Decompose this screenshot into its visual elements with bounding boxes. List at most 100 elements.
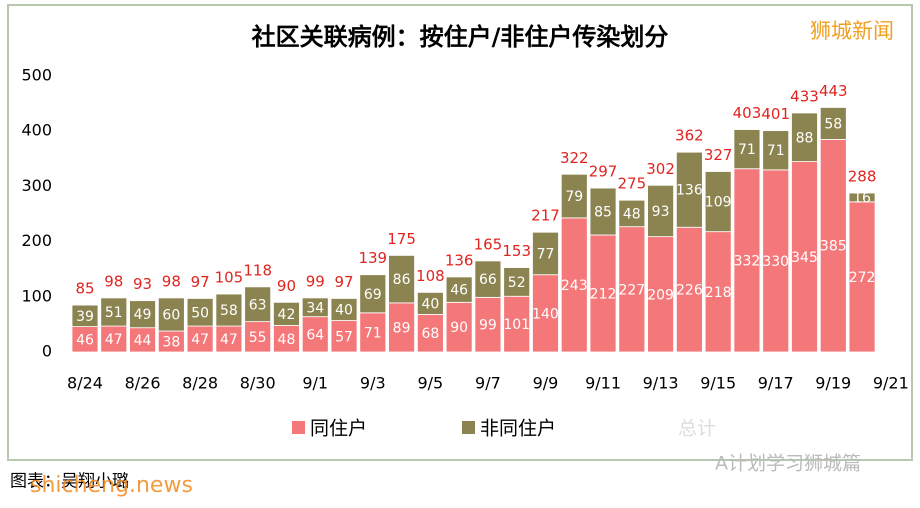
value-label: 93 [652, 204, 670, 220]
bar-segment [129, 327, 156, 353]
value-label: 226 [676, 283, 703, 299]
bar-segment [388, 302, 415, 353]
bar-segment [186, 298, 214, 327]
value-label: 272 [849, 270, 876, 286]
bar-segment [503, 267, 531, 297]
x-tick-label: 9/5 [417, 374, 443, 393]
value-label: 47 [105, 332, 123, 348]
value-label: 99 [479, 318, 497, 334]
total-label: 98 [104, 272, 123, 290]
value-label: 136 [676, 183, 703, 199]
x-tick-label: 9/7 [475, 374, 501, 393]
value-label: 47 [220, 332, 238, 348]
bar-segment [416, 314, 444, 353]
value-label: 86 [393, 272, 411, 288]
total-label: 362 [675, 127, 704, 145]
bar-segment [733, 129, 761, 170]
value-label: 50 [191, 305, 209, 321]
bar-segment [503, 295, 531, 353]
bar-segment [388, 254, 415, 304]
x-tick-label: 8/30 [240, 374, 276, 393]
bar-segment [618, 226, 646, 353]
value-label: 332 [734, 253, 761, 269]
total-label: 153 [502, 242, 531, 260]
bar-segment [100, 325, 128, 353]
watermark: A计划学习狮城篇 [715, 453, 861, 475]
bar-segment [301, 297, 329, 318]
total-label: 85 [75, 280, 94, 298]
value-label: 40 [335, 302, 353, 318]
value-label: 71 [767, 143, 785, 159]
bar-segment [848, 201, 876, 353]
bar-segment [244, 286, 272, 323]
bar-segment [273, 325, 300, 353]
bar-segment [733, 168, 761, 353]
bar-segment [474, 260, 502, 298]
legend-swatch [462, 421, 475, 434]
bar-segment [301, 316, 329, 353]
total-label: 403 [733, 104, 762, 122]
value-label: 209 [647, 287, 674, 303]
value-label: 85 [594, 205, 612, 221]
total-label: 90 [277, 277, 296, 295]
value-label: 39 [76, 309, 94, 325]
value-label: 101 [503, 317, 530, 333]
chart-title: 社区关联病例：按住户/非住户传染划分 [252, 23, 669, 51]
y-tick-label: 400 [21, 121, 52, 140]
value-label: 227 [618, 282, 645, 298]
total-label: 288 [848, 168, 877, 186]
value-label: 385 [820, 239, 847, 255]
watermark: shicheng.news [30, 473, 193, 498]
total-label: 105 [215, 269, 244, 287]
bar-segment [762, 169, 790, 353]
x-tick-label: 9/9 [533, 374, 559, 393]
value-label: 46 [450, 283, 468, 299]
bar-segment [129, 300, 156, 329]
x-tick-label: 9/21 [873, 374, 909, 393]
x-tick-label: 9/15 [700, 374, 736, 393]
bar-segment [791, 112, 818, 162]
bar-segment [359, 274, 387, 314]
value-label: 71 [738, 142, 756, 158]
bar-segment [791, 161, 818, 353]
bar-segment [762, 130, 790, 171]
legend-label: 非同住户 [480, 418, 556, 440]
value-label: 90 [450, 320, 468, 336]
value-label: 34 [306, 300, 324, 316]
chart-frame [7, 4, 913, 461]
watermark: 狮城新闻 [810, 19, 894, 43]
value-label: 68 [421, 326, 439, 342]
x-tick-label: 9/19 [815, 374, 851, 393]
total-label: 165 [474, 235, 503, 253]
x-tick-label: 9/11 [585, 374, 621, 393]
bar-segment [359, 312, 387, 353]
value-label: 51 [105, 305, 123, 321]
bar-segment [589, 234, 617, 353]
total-label: 322 [560, 149, 589, 167]
bar-segment [848, 192, 876, 203]
value-label: 88 [796, 130, 814, 146]
bar-segment [647, 236, 674, 353]
total-label: 99 [306, 272, 325, 290]
value-label: 330 [762, 254, 789, 270]
bar-segment [560, 173, 588, 219]
x-tick-label: 8/24 [67, 374, 103, 393]
total-label: 443 [819, 82, 848, 100]
value-label: 218 [705, 285, 732, 301]
bar-segment [273, 301, 300, 326]
total-label: 175 [387, 230, 416, 248]
x-tick-label: 9/13 [643, 374, 679, 393]
credit: 图表：吴翔小璐 [10, 472, 129, 492]
value-label: 55 [249, 330, 267, 346]
bar-segment [330, 298, 358, 321]
value-label: 49 [134, 307, 152, 323]
value-label: 42 [278, 307, 296, 323]
x-tick-label: 8/28 [182, 374, 218, 393]
y-tick-label: 100 [21, 286, 52, 305]
value-label: 60 [162, 307, 180, 323]
bar-segment [416, 291, 444, 315]
total-label: 297 [589, 163, 618, 181]
x-tick-label: 9/17 [758, 374, 794, 393]
value-label: 64 [306, 327, 324, 343]
